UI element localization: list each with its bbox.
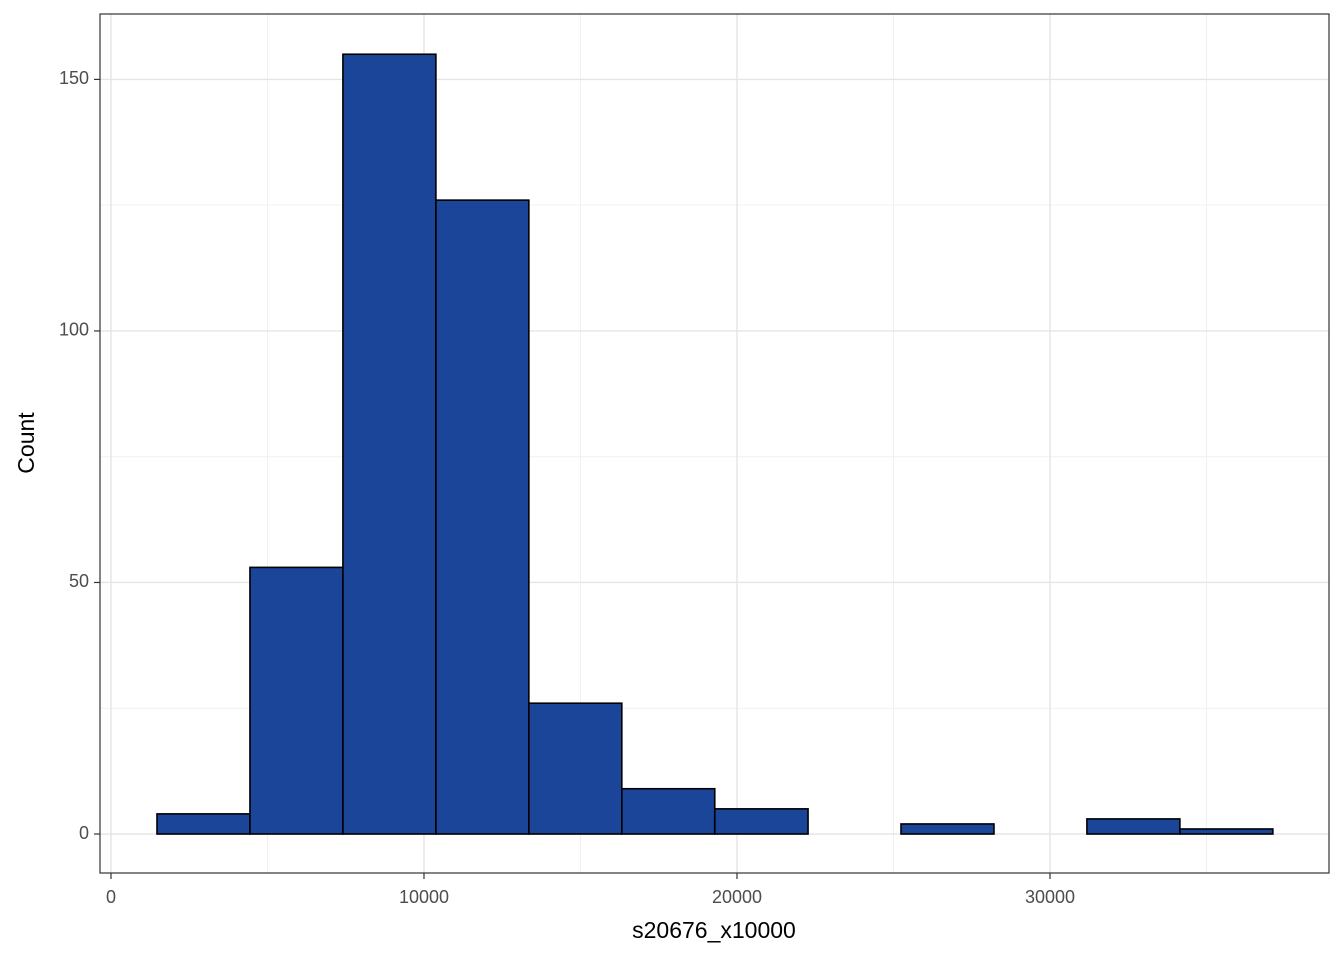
bar (1179, 828, 1274, 835)
axes: 0 10000 20000 30000 0 50 100 150 (59, 68, 1075, 907)
bar (249, 566, 344, 835)
bar (713, 808, 809, 835)
bars (156, 53, 1274, 835)
bar (900, 823, 995, 835)
y-tick-label: 100 (59, 320, 89, 340)
bar (156, 813, 251, 835)
x-tick-label: 10000 (399, 887, 449, 907)
x-tick-label: 0 (106, 887, 116, 907)
panel-border (99, 13, 1330, 874)
x-tick-label: 20000 (712, 887, 762, 907)
bar (342, 53, 437, 835)
bar (528, 702, 623, 835)
y-axis-title: Count (13, 412, 39, 474)
y-tick-label: 0 (79, 823, 89, 843)
y-tick-label: 50 (69, 571, 89, 591)
x-axis-title: s20676_x10000 (632, 917, 796, 943)
bar (621, 787, 716, 835)
bar (435, 199, 530, 835)
y-tick-label: 150 (59, 68, 89, 88)
x-tick-label: 30000 (1025, 887, 1075, 907)
bar (1086, 818, 1181, 835)
